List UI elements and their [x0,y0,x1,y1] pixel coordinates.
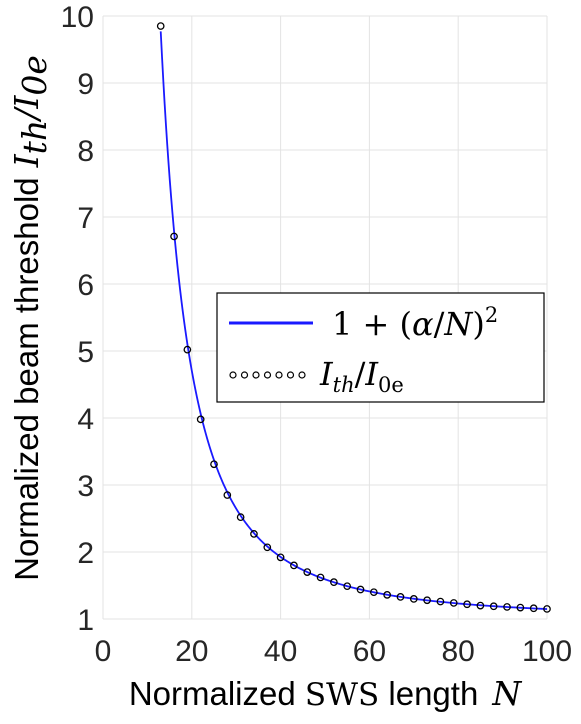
y-tick-label: 6 [77,269,94,302]
data-point [343,582,352,591]
x-axis-label: Normalized SWS length N [129,674,523,713]
legend-marker-dot [252,371,260,379]
legend-marker-dot [275,371,283,379]
data-point [196,415,205,424]
data-point [436,597,445,606]
data-point [423,596,431,605]
data-point [316,573,325,582]
data-point [516,603,525,612]
series-curve-line [159,31,547,610]
x-tick-label: 0 [95,635,112,668]
legend-marker-sub-th: th [333,373,355,397]
legend-marker-i: I [319,355,334,393]
x-axis-label-symbol: N [491,674,522,713]
data-point [250,530,258,538]
data-point [356,585,365,594]
y-tick-label: 3 [77,470,94,503]
data-point [449,599,458,607]
legend-box [216,292,545,403]
legend-line-slash: / [434,305,445,343]
y-axis-label: Normalized beam threshold Ith/I0e [7,55,54,581]
x-tick-label: 40 [264,635,297,668]
x-axis-label-sws: SWS [305,677,379,713]
y-axis-label-prefix: Normalized beam threshold [8,177,45,581]
y-tick-label: 5 [77,336,94,369]
data-point [236,513,245,522]
legend-marker-i2: I [364,355,379,393]
data-point [463,600,471,609]
y-axis-symbol-sub-0e: 0e [15,55,54,96]
y-axis-symbol-i: I [7,153,46,168]
data-point [223,491,232,499]
x-tick-label: 20 [175,635,208,668]
data-point [503,603,511,611]
tick-labels: 0 20 40 60 80 100 1 2 3 4 5 6 7 8 9 10 [61,1,572,668]
data-point [396,593,405,601]
data-point [210,460,218,469]
x-axis-label-middle: length [379,675,478,712]
x-tick-label: 100 [522,635,572,668]
legend-marker-dot [286,371,295,379]
y-tick-label: 7 [77,202,94,235]
legend-line-paren: ) [472,305,484,343]
legend-line-alpha: α [412,305,434,343]
y-tick-label: 8 [77,135,94,168]
legend-line-part-1: 1 + ( [332,305,412,343]
data-point [330,578,338,587]
data-point [543,605,551,613]
data-point [276,553,285,562]
legend: 1 + (α/N)2 Ith/I0e [216,292,545,403]
legend-line-n: N [443,305,473,343]
legend-marker-dot [240,371,249,379]
data-point [156,22,165,30]
legend-marker-label: Ith/I0e [319,355,404,397]
x-tick-label: 60 [353,635,386,668]
x-tick-label: 80 [442,635,475,668]
data-point [183,345,192,354]
legend-marker-dot [298,371,306,379]
y-axis-symbol-sub-th: th [15,120,54,155]
data-point [529,604,538,613]
y-axis-symbol-slash-i: /I [7,95,46,123]
y-tick-label: 2 [77,537,94,570]
legend-line-exp: 2 [485,303,498,327]
legend-marker-swatch [229,371,306,379]
data-point [369,588,378,597]
legend-marker-slash: / [355,355,366,393]
y-tick-label: 1 [77,604,94,637]
data-point [290,561,298,570]
data-point [263,543,272,552]
data-point [409,595,418,603]
data-point [303,568,312,576]
legend-marker-sub-0e: 0e [378,373,404,397]
plot-area [156,22,551,613]
data-point [170,232,178,241]
data-point [383,591,392,599]
data-point [489,602,498,611]
y-tick-label: 9 [77,68,94,101]
data-point [476,601,485,610]
x-axis-label-prefix: Normalized [129,675,305,712]
legend-line-label: 1 + (α/N)2 [332,303,498,343]
legend-marker-dot [229,371,237,379]
y-tick-label: 4 [77,403,94,436]
y-tick-label: 10 [61,1,94,34]
legend-marker-dot [263,371,272,379]
